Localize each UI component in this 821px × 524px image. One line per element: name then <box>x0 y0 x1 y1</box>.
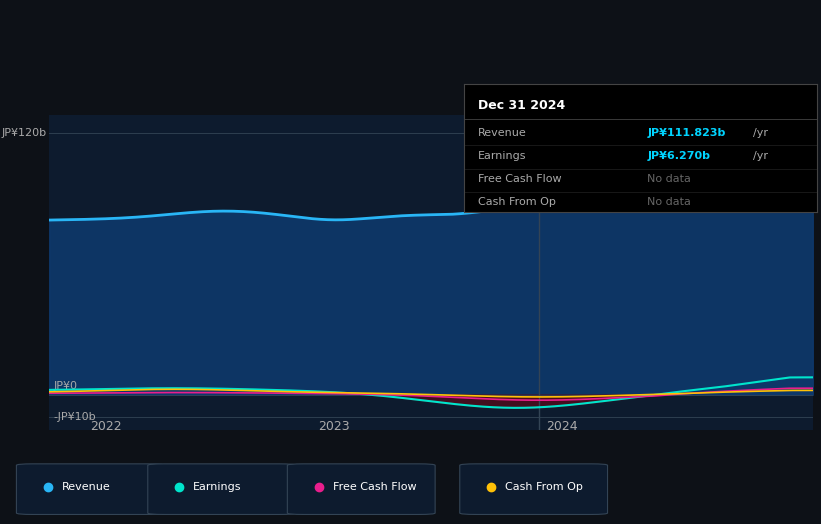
Text: 2023: 2023 <box>319 420 350 433</box>
FancyBboxPatch shape <box>460 464 608 515</box>
Text: JP¥111.823b: JP¥111.823b <box>648 128 730 138</box>
Text: JP¥0: JP¥0 <box>54 381 78 391</box>
Text: /yr: /yr <box>754 128 768 138</box>
Text: /yr: /yr <box>754 151 768 161</box>
Text: Cash From Op: Cash From Op <box>478 197 556 207</box>
Text: 2022: 2022 <box>90 420 122 433</box>
Text: No data: No data <box>648 174 691 184</box>
Text: Past: Past <box>778 137 801 147</box>
Text: No data: No data <box>648 197 691 207</box>
Text: Revenue: Revenue <box>62 482 110 493</box>
Text: JP¥6.270b: JP¥6.270b <box>648 151 714 161</box>
Text: Cash From Op: Cash From Op <box>505 482 583 493</box>
FancyBboxPatch shape <box>148 464 296 515</box>
Text: Earnings: Earnings <box>193 482 241 493</box>
Text: JP¥120b: JP¥120b <box>2 128 47 138</box>
Text: -JP¥10b: -JP¥10b <box>54 411 96 422</box>
Text: Free Cash Flow: Free Cash Flow <box>478 174 562 184</box>
FancyBboxPatch shape <box>287 464 435 515</box>
Text: 2024: 2024 <box>546 420 578 433</box>
FancyBboxPatch shape <box>16 464 164 515</box>
Text: Revenue: Revenue <box>478 128 527 138</box>
Text: Dec 31 2024: Dec 31 2024 <box>478 99 565 112</box>
Text: Earnings: Earnings <box>478 151 526 161</box>
Text: Free Cash Flow: Free Cash Flow <box>333 482 416 493</box>
